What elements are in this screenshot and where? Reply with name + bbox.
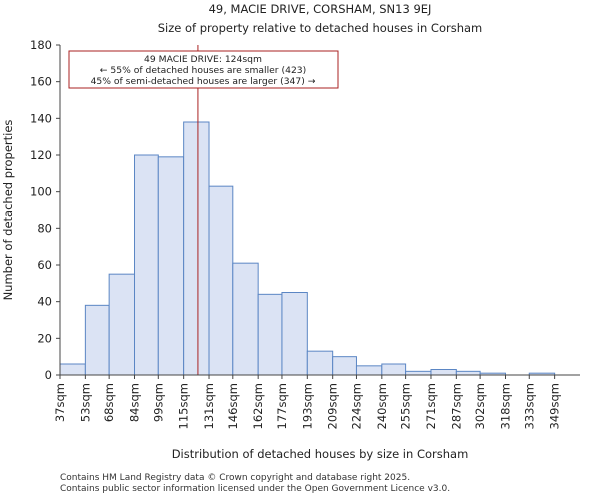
x-tick-label: 240sqm xyxy=(375,383,389,429)
axes-frame xyxy=(59,45,580,376)
x-tick-label: 131sqm xyxy=(202,383,216,429)
x-axis-ticks: 37sqm 53sqm 68sqm 84sqm 99sqm 115sqm 131sqm 146… xyxy=(53,375,562,429)
annotation-line3: 45% of semi-detached houses are larger (… xyxy=(91,76,316,87)
histogram-bar xyxy=(281,292,308,376)
histogram-bar xyxy=(455,370,481,376)
y-axis-label: Number of detached properties xyxy=(1,120,15,301)
chart-title-line1: 49, MACIE DRIVE, CORSHAM, SN13 9EJ xyxy=(209,2,432,16)
x-tick-label: 349sqm xyxy=(548,383,562,429)
footer: Contains HM Land Registry data © Crown c… xyxy=(60,473,450,495)
histogram-bar xyxy=(232,262,259,376)
histogram-bar xyxy=(405,370,432,376)
y-tick-label: 60 xyxy=(37,258,52,272)
y-tick-label: 20 xyxy=(37,331,52,345)
histogram-bar xyxy=(257,293,283,376)
x-tick-label: 255sqm xyxy=(399,383,413,429)
y-tick-label: 80 xyxy=(37,221,52,235)
annotation-line1: 49 MACIE DRIVE: 124sqm xyxy=(144,54,262,65)
x-tick-label: 115sqm xyxy=(177,383,191,429)
histogram-bar xyxy=(84,304,110,376)
histogram-bar xyxy=(208,185,234,376)
y-tick-label: 40 xyxy=(37,295,52,309)
y-tick-label: 180 xyxy=(30,38,52,52)
x-tick-label: 333sqm xyxy=(522,383,536,429)
x-tick-label: 318sqm xyxy=(498,383,512,429)
y-axis-ticks: 0 20 40 60 80 100 120 140 160 180 xyxy=(30,38,60,382)
x-tick-label: 224sqm xyxy=(349,383,363,429)
annotation-line2: ← 55% of detached houses are smaller (42… xyxy=(100,65,306,76)
footer-line1: Contains HM Land Registry data © Crown c… xyxy=(60,473,411,483)
histogram-bar xyxy=(355,365,383,376)
annotation-box: 49 MACIE DRIVE: 124sqm ← 55% of detached… xyxy=(68,50,339,89)
histogram-bar xyxy=(59,363,86,376)
x-tick-label: 68sqm xyxy=(102,383,116,422)
y-tick-label: 100 xyxy=(30,185,52,199)
y-tick-label: 120 xyxy=(30,148,52,162)
y-tick-label: 160 xyxy=(30,75,52,89)
x-tick-label: 302sqm xyxy=(473,383,487,429)
histogram-bar xyxy=(108,273,136,376)
x-tick-label: 37sqm xyxy=(53,383,67,422)
x-tick-label: 193sqm xyxy=(300,383,314,429)
x-tick-label: 177sqm xyxy=(275,383,289,429)
x-axis-label: Distribution of detached houses by size … xyxy=(172,447,469,461)
x-tick-label: 53sqm xyxy=(78,383,92,422)
x-tick-label: 162sqm xyxy=(251,383,265,429)
histogram-bar xyxy=(332,356,357,376)
histogram-bar xyxy=(134,154,159,376)
histogram-bars xyxy=(59,121,556,376)
chart-title-line2: Size of property relative to detached ho… xyxy=(158,21,482,35)
x-tick-label: 99sqm xyxy=(151,383,165,422)
y-tick-label: 140 xyxy=(30,111,52,125)
x-tick-label: 271sqm xyxy=(424,383,438,429)
histogram-bar xyxy=(157,156,185,376)
y-tick-label: 0 xyxy=(45,368,52,382)
histogram-bar xyxy=(381,363,407,376)
x-tick-label: 146sqm xyxy=(226,383,240,429)
histogram-bar xyxy=(430,369,457,376)
histogram-bar xyxy=(183,121,210,376)
histogram-bar xyxy=(306,350,334,376)
x-tick-label: 84sqm xyxy=(128,383,142,422)
x-tick-label: 287sqm xyxy=(449,383,463,429)
footer-line2: Contains public sector information licen… xyxy=(60,484,451,494)
x-tick-label: 209sqm xyxy=(326,383,340,429)
